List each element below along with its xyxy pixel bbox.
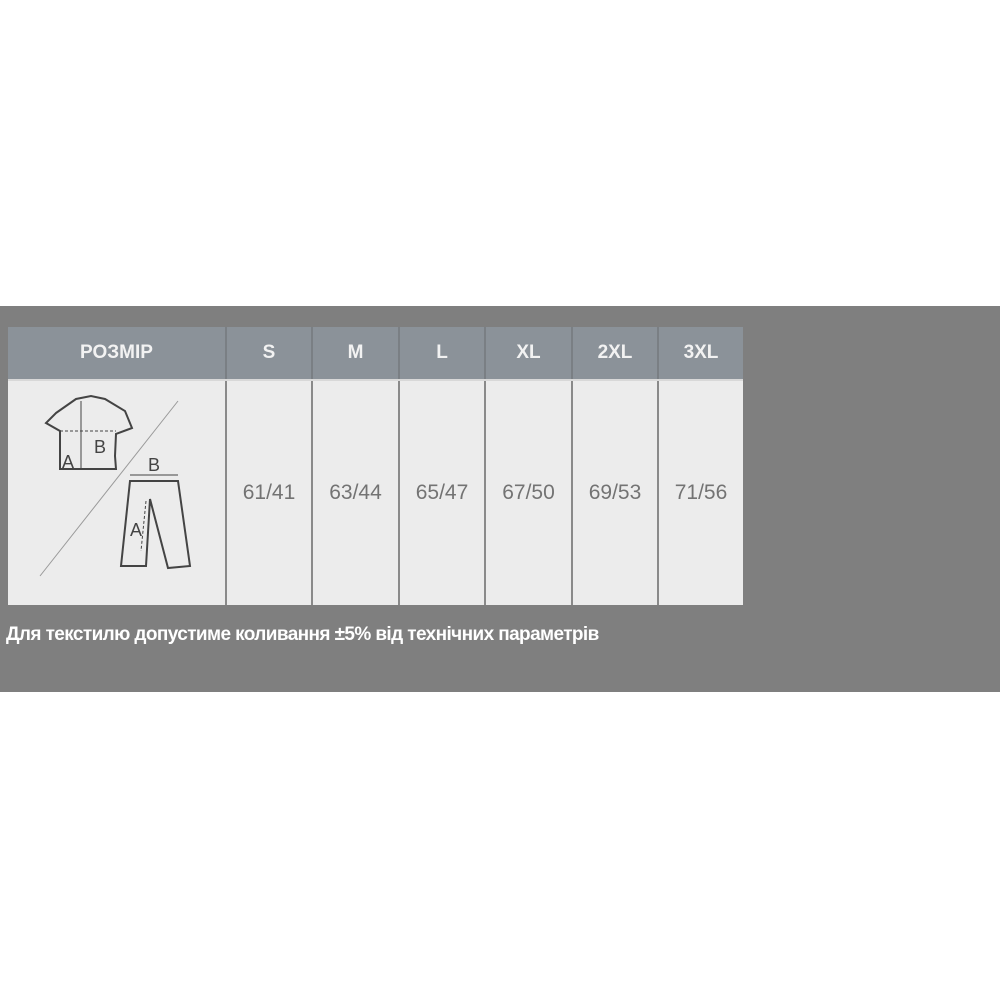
value-m: 63/44	[312, 380, 400, 605]
size-header: РОЗМІР	[8, 327, 227, 381]
size-l: L	[399, 327, 486, 381]
value-s: 61/41	[226, 380, 313, 605]
size-s: S	[226, 327, 313, 381]
size-xl: XL	[485, 327, 573, 381]
shirt-label-a: A	[62, 452, 74, 472]
shirt-label-b: B	[94, 437, 106, 457]
pants-label-a: A	[130, 520, 142, 540]
size-table: РОЗМІР S M L XL 2XL 3XL B A	[8, 327, 743, 605]
value-3xl: 71/56	[658, 380, 743, 605]
values-row: B A B A 61/41 63/44 65/47 67/50 69/53 71…	[8, 380, 743, 605]
value-l: 65/47	[399, 380, 486, 605]
measurement-diagram: B A B A	[8, 380, 227, 605]
pants-label-b: B	[148, 455, 160, 475]
size-m: M	[312, 327, 400, 381]
value-xl: 67/50	[485, 380, 573, 605]
size-3xl: 3XL	[658, 327, 743, 381]
shirt-and-pants-measurement-icon: B A B A	[39, 394, 192, 577]
tolerance-note: Для текстилю допустиме коливання ±5% від…	[6, 624, 599, 645]
header-row: РОЗМІР S M L XL 2XL 3XL	[8, 327, 743, 381]
size-2xl: 2XL	[572, 327, 659, 381]
value-2xl: 69/53	[572, 380, 659, 605]
